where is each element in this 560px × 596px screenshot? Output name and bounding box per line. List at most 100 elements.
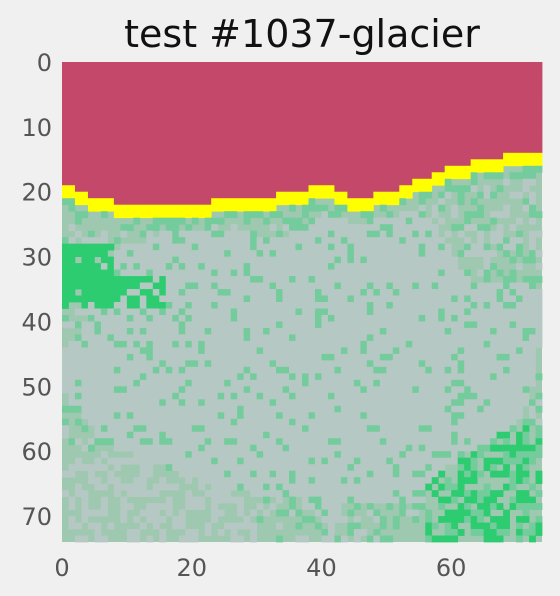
heatmap-cell <box>340 464 348 472</box>
heatmap-cell <box>204 347 212 355</box>
heatmap-cell <box>211 314 219 322</box>
heatmap-cell <box>321 438 329 446</box>
heatmap-cell <box>477 405 485 413</box>
heatmap-cell <box>62 198 69 206</box>
heatmap-cell <box>347 263 355 270</box>
heatmap-cell <box>269 185 277 193</box>
heatmap-cell <box>126 334 134 342</box>
heatmap-cell <box>282 386 290 394</box>
heatmap-cell <box>366 237 374 245</box>
heatmap-cell <box>159 373 167 381</box>
heatmap-cell <box>457 314 465 322</box>
heatmap-cell <box>295 94 303 102</box>
heatmap-cell <box>418 392 426 400</box>
heatmap-cell <box>139 405 147 413</box>
heatmap-cell <box>412 217 420 225</box>
heatmap-cell <box>308 230 316 238</box>
heatmap-cell <box>230 399 238 407</box>
heatmap-cell <box>431 165 439 173</box>
heatmap-cell <box>62 94 69 102</box>
heatmap-cell <box>379 276 387 283</box>
heatmap-cell <box>366 295 374 303</box>
heatmap-cell <box>334 87 342 95</box>
heatmap-cell <box>139 198 147 206</box>
heatmap-cell <box>366 224 374 232</box>
heatmap-cell <box>386 230 394 238</box>
heatmap-cell <box>62 256 69 264</box>
heatmap-cell <box>230 172 238 180</box>
heatmap-cell <box>295 62 303 69</box>
heatmap-cell <box>152 457 160 465</box>
heatmap-cell <box>113 457 121 465</box>
heatmap-cell <box>470 529 478 536</box>
heatmap-cell <box>321 250 329 257</box>
heatmap-cell <box>204 451 212 459</box>
heatmap-cell <box>146 418 154 426</box>
heatmap-cell <box>327 230 335 238</box>
heatmap-cell <box>178 139 186 147</box>
heatmap-cell <box>191 451 199 459</box>
heatmap-cell <box>509 405 517 413</box>
heatmap-cell <box>529 418 536 426</box>
heatmap-cell <box>282 379 290 387</box>
heatmap-cell <box>438 483 446 491</box>
heatmap-cell <box>178 282 186 290</box>
heatmap-cell <box>217 113 225 121</box>
heatmap-cell <box>263 250 270 257</box>
heatmap-cell <box>405 250 413 257</box>
heatmap-cell <box>353 353 361 361</box>
heatmap-cell <box>107 392 115 400</box>
heatmap-cell <box>159 347 167 355</box>
heatmap-cell <box>483 496 491 504</box>
heatmap-cell <box>230 282 238 290</box>
heatmap-cell <box>198 327 206 335</box>
heatmap-cell <box>379 522 387 530</box>
heatmap-cell <box>159 282 167 290</box>
heatmap-cell <box>425 522 433 530</box>
heatmap-cell <box>412 399 420 407</box>
heatmap-cell <box>269 477 277 485</box>
heatmap-cell <box>522 347 530 355</box>
heatmap-cell <box>464 250 472 257</box>
heatmap-cell <box>522 399 530 407</box>
heatmap-cell <box>366 347 374 355</box>
heatmap-cell <box>451 74 459 82</box>
heatmap-cell <box>327 418 335 426</box>
heatmap-cell <box>250 327 257 335</box>
heatmap-cell <box>113 490 121 497</box>
heatmap-cell <box>152 327 160 335</box>
heatmap-cell <box>74 353 82 361</box>
heatmap-cell <box>379 204 387 212</box>
heatmap-cell <box>172 289 180 296</box>
heatmap-cell <box>295 289 303 296</box>
heatmap-cell <box>87 509 95 517</box>
heatmap-cell <box>113 94 121 102</box>
heatmap-cell <box>295 490 303 497</box>
heatmap-cell <box>211 107 219 115</box>
heatmap-cell <box>470 243 478 251</box>
heatmap-cell <box>81 81 89 89</box>
heatmap-cell <box>276 535 283 543</box>
heatmap-cell <box>282 256 290 264</box>
heatmap-cell <box>405 178 413 186</box>
heatmap-cell <box>204 152 212 160</box>
heatmap-cell <box>256 360 264 368</box>
heatmap-cell <box>152 100 160 108</box>
heatmap-cell <box>327 68 335 76</box>
heatmap-cell <box>399 373 407 381</box>
heatmap-cell <box>263 509 270 517</box>
heatmap-cell <box>464 237 472 245</box>
heatmap-cell <box>289 126 296 134</box>
heatmap-cell <box>334 230 342 238</box>
heatmap-cell <box>185 412 193 420</box>
heatmap-cell <box>438 68 446 76</box>
heatmap-cell <box>438 120 446 128</box>
heatmap-cell <box>165 483 173 491</box>
heatmap-cell <box>94 464 102 472</box>
heatmap-cell <box>159 113 167 121</box>
heatmap-cell <box>256 438 264 446</box>
heatmap-cell <box>159 256 167 264</box>
heatmap-cell <box>237 392 245 400</box>
heatmap-cell <box>321 360 329 368</box>
heatmap-cell <box>360 120 368 128</box>
